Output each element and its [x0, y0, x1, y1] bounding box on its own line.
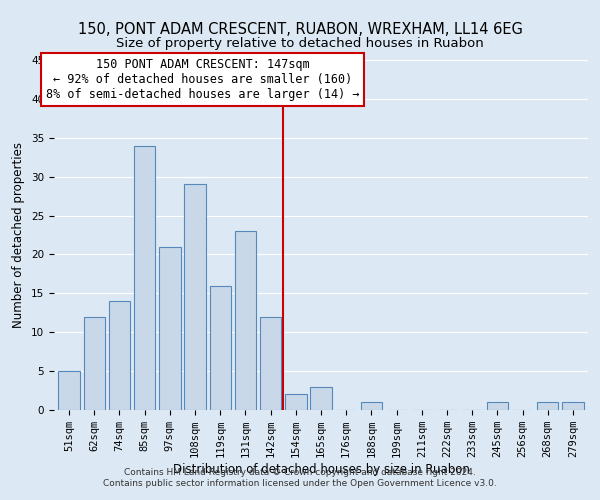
Bar	[83, 316, 105, 410]
Bar	[209, 286, 231, 410]
Bar	[109, 301, 130, 410]
Bar	[134, 146, 155, 410]
Bar	[184, 184, 206, 410]
Y-axis label: Number of detached properties: Number of detached properties	[13, 142, 25, 328]
Bar	[361, 402, 382, 410]
Text: 150 PONT ADAM CRESCENT: 147sqm
← 92% of detached houses are smaller (160)
8% of : 150 PONT ADAM CRESCENT: 147sqm ← 92% of …	[46, 58, 359, 101]
Text: 150, PONT ADAM CRESCENT, RUABON, WREXHAM, LL14 6EG: 150, PONT ADAM CRESCENT, RUABON, WREXHAM…	[77, 22, 523, 38]
Bar	[562, 402, 584, 410]
Bar	[235, 231, 256, 410]
Text: Size of property relative to detached houses in Ruabon: Size of property relative to detached ho…	[116, 38, 484, 51]
Bar	[310, 386, 332, 410]
Bar	[58, 371, 80, 410]
Bar	[285, 394, 307, 410]
Bar	[159, 246, 181, 410]
Bar	[537, 402, 559, 410]
X-axis label: Distribution of detached houses by size in Ruabon: Distribution of detached houses by size …	[173, 463, 469, 476]
Text: Contains HM Land Registry data © Crown copyright and database right 2024.
Contai: Contains HM Land Registry data © Crown c…	[103, 468, 497, 487]
Bar	[260, 316, 281, 410]
Bar	[487, 402, 508, 410]
